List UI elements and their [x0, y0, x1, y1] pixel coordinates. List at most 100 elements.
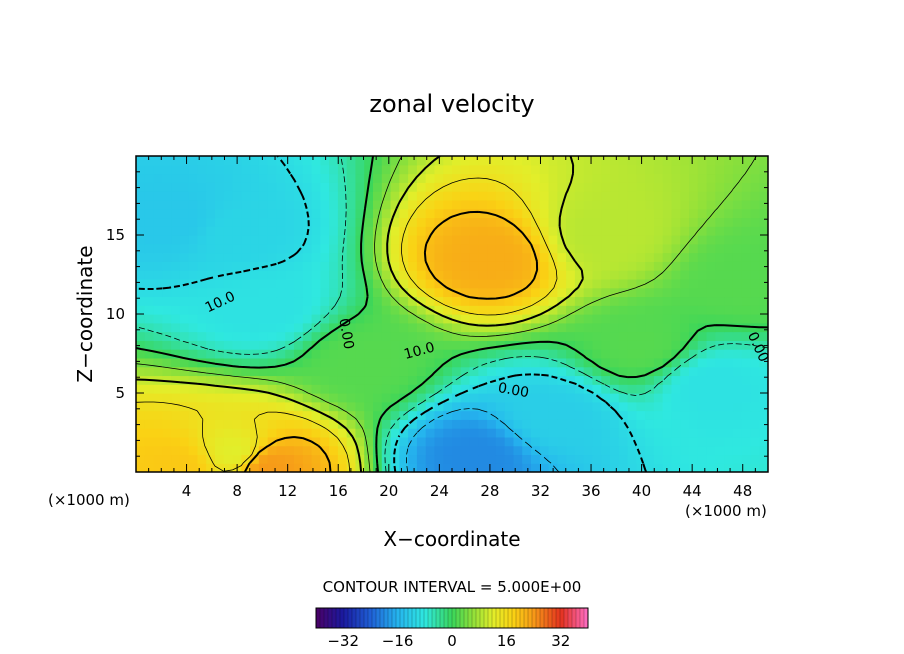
heatmap-cell — [197, 287, 207, 298]
heatmap-cell — [355, 208, 365, 219]
heatmap-cell — [715, 463, 725, 472]
heatmap-cell — [162, 463, 172, 472]
heatmap-cell — [469, 428, 479, 438]
heatmap-cell — [443, 226, 453, 236]
colorbar-swatch — [491, 607, 497, 629]
heatmap-cell — [215, 419, 225, 429]
heatmap-cell — [495, 410, 506, 420]
heatmap-cell — [136, 296, 146, 306]
heatmap-cell — [583, 199, 594, 210]
heatmap-cell — [574, 436, 585, 447]
heatmap-cell — [627, 349, 637, 359]
heatmap-cell — [671, 401, 681, 412]
heatmap-cell — [531, 305, 541, 315]
heatmap-cell — [320, 349, 330, 359]
heatmap-cell — [653, 331, 664, 341]
heatmap-cell — [215, 393, 225, 403]
heatmap-cell — [425, 156, 436, 166]
heatmap-cell — [724, 270, 734, 280]
heatmap-cell — [197, 217, 207, 227]
heatmap-cell — [583, 393, 594, 403]
heatmap-cell — [741, 182, 752, 192]
heatmap-cell — [566, 217, 576, 227]
heatmap-cell — [557, 287, 567, 298]
colorbar-swatch — [543, 607, 549, 629]
heatmap-cell — [294, 217, 304, 227]
heatmap-cell — [645, 436, 655, 447]
heatmap-cell — [215, 261, 225, 271]
heatmap-cell — [566, 182, 576, 192]
heatmap-cell — [232, 357, 242, 368]
heatmap-cell — [329, 314, 339, 324]
heatmap-cell — [618, 182, 629, 192]
heatmap-cell — [232, 182, 242, 192]
heatmap-cell — [197, 375, 207, 385]
heatmap-cell — [337, 322, 348, 333]
heatmap-cell — [416, 182, 427, 192]
heatmap-cell — [715, 270, 725, 280]
heatmap-cell — [618, 278, 629, 289]
heatmap-cell — [732, 410, 743, 420]
heatmap-cell — [294, 305, 304, 315]
heatmap-cell — [223, 419, 234, 429]
heatmap-cell — [364, 296, 374, 306]
heatmap-cell — [294, 428, 304, 438]
heatmap-cell — [566, 419, 576, 429]
heatmap-cell — [671, 314, 681, 324]
heatmap-cell — [179, 252, 190, 262]
heatmap-cell — [320, 366, 330, 377]
heatmap-cell — [689, 463, 699, 472]
heatmap-cell — [302, 436, 313, 447]
heatmap-cell — [311, 401, 321, 412]
heatmap-cell — [285, 287, 295, 298]
heatmap-cell — [206, 287, 216, 298]
heatmap-cell — [548, 401, 558, 412]
heatmap-cell — [610, 454, 620, 464]
heatmap-cell — [311, 393, 321, 403]
heatmap-cell — [601, 401, 611, 412]
heatmap-cell — [478, 428, 488, 438]
heatmap-cell — [434, 164, 444, 175]
heatmap-cell — [241, 410, 251, 420]
heatmap-cell — [276, 393, 286, 403]
heatmap-cell — [399, 199, 409, 210]
heatmap-cell — [574, 208, 585, 219]
heatmap-cell — [373, 156, 383, 166]
heatmap-cell — [715, 428, 725, 438]
heatmap-cell — [574, 199, 585, 210]
heatmap-cell — [188, 252, 199, 262]
heatmap-cell — [364, 208, 374, 219]
x-tick-label: 48 — [733, 482, 752, 500]
heatmap-cell — [434, 384, 444, 394]
heatmap-cell — [136, 419, 146, 429]
heatmap-cell — [434, 357, 444, 368]
heatmap-cell — [460, 366, 471, 377]
heatmap-cell — [487, 366, 497, 377]
heatmap-cell — [355, 191, 365, 201]
heatmap-cell — [390, 410, 400, 420]
heatmap-cell — [258, 226, 269, 236]
heatmap-cell — [443, 366, 453, 377]
heatmap-cell — [460, 252, 471, 262]
heatmap-cell — [487, 278, 497, 289]
heatmap-cell — [215, 322, 225, 333]
heatmap-cell — [645, 331, 655, 341]
heatmap-cell — [425, 217, 436, 227]
heatmap-cell — [671, 191, 681, 201]
heatmap-cell — [171, 305, 181, 315]
heatmap-cell — [531, 156, 541, 166]
heatmap-cell — [171, 164, 181, 175]
heatmap-cell — [689, 199, 699, 210]
heatmap-cell — [241, 182, 251, 192]
heatmap-cell — [302, 366, 313, 377]
heatmap-cell — [636, 401, 646, 412]
heatmap-cell — [662, 156, 673, 166]
heatmap-cell — [285, 270, 295, 280]
heatmap-cell — [724, 463, 734, 472]
heatmap-cell — [241, 270, 251, 280]
heatmap-cell — [469, 410, 479, 420]
heatmap-cell — [487, 305, 497, 315]
heatmap-cell — [741, 261, 752, 271]
heatmap-cell — [276, 199, 286, 210]
heatmap-cell — [337, 191, 348, 201]
